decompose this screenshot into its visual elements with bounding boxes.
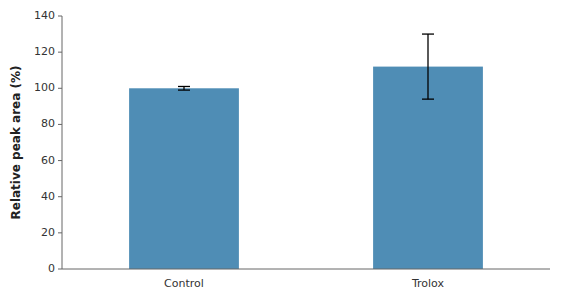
x-tick-label: Control: [164, 277, 204, 290]
error-cap: [422, 33, 434, 34]
y-tick: [58, 16, 62, 17]
y-tick: [58, 269, 62, 270]
error-bar: [178, 86, 190, 90]
x-axis-line: [62, 269, 550, 270]
y-tick-label: 100: [34, 81, 55, 94]
y-tick-label: 140: [34, 9, 55, 22]
y-tick: [58, 88, 62, 89]
y-tick-label: 40: [41, 190, 55, 203]
error-cap: [178, 86, 190, 87]
error-cap: [178, 89, 190, 90]
x-axis: Control Trolox: [62, 269, 550, 290]
y-tick-label: 0: [48, 262, 55, 275]
error-line: [427, 34, 428, 99]
y-axis-line: [62, 16, 63, 269]
y-axis-label: Relative peak area (%): [9, 66, 23, 220]
chart-svg: 0 20 40 60 80 100 120 140 Relative peak area (%)…: [0, 0, 568, 303]
y-tick: [58, 160, 62, 161]
y-tick-label: 20: [41, 226, 55, 239]
chart-container: 0 20 40 60 80 100 120 140 Relative peak area (%)…: [0, 0, 568, 303]
plot-area: [129, 34, 483, 269]
y-tick: [58, 232, 62, 233]
y-tick: [58, 124, 62, 125]
y-tick-label: 80: [41, 117, 55, 130]
y-axis: 0 20 40 60 80 100 120 140: [34, 9, 62, 275]
y-tick: [58, 52, 62, 53]
y-tick-label: 120: [34, 45, 55, 58]
y-tick: [58, 196, 62, 197]
bar: [129, 88, 239, 269]
error-cap: [422, 98, 434, 99]
x-tick-label: Trolox: [411, 277, 445, 290]
y-tick-label: 60: [41, 154, 55, 167]
error-bar: [422, 34, 434, 99]
